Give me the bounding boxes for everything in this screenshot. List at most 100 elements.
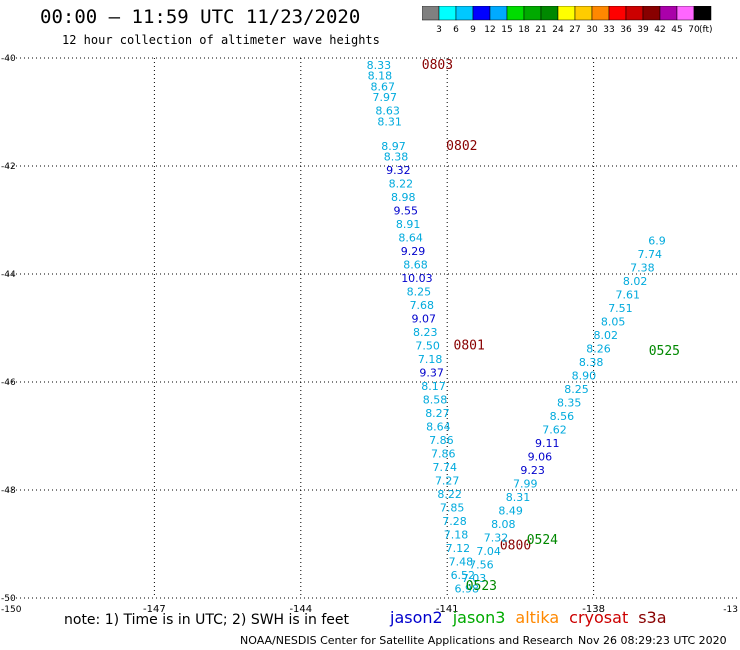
wave-height-point: 8.64 bbox=[426, 421, 451, 434]
colorbar-label: 27 bbox=[569, 25, 580, 35]
colorbar-label: 21 bbox=[535, 25, 546, 35]
wave-height-point: 8.02 bbox=[594, 329, 619, 342]
wave-height-point: 6.98 bbox=[454, 583, 479, 596]
wave-height-point: 8.49 bbox=[498, 504, 523, 517]
wave-height-point: 8.08 bbox=[491, 518, 516, 531]
wave-height-point: 8.58 bbox=[423, 394, 448, 407]
wave-height-point: 7.32 bbox=[484, 531, 509, 544]
colorbar-label: 24 bbox=[552, 25, 564, 35]
wave-height-point: 7.03 bbox=[462, 572, 487, 585]
corner-tick-label: -150 bbox=[1, 605, 22, 615]
wave-height-point: 9.06 bbox=[528, 450, 553, 463]
wave-height-point: 8.26 bbox=[586, 342, 611, 355]
wave-height-point: 8.98 bbox=[391, 191, 416, 204]
wave-height-point: 7.18 bbox=[444, 529, 469, 542]
x-tick-label: -144 bbox=[289, 604, 312, 615]
wave-height-point: 8.27 bbox=[425, 407, 450, 420]
wave-height-point: 8.25 bbox=[564, 383, 589, 396]
x-tick-label: -138 bbox=[582, 604, 605, 615]
wave-height-point: 9.55 bbox=[393, 205, 418, 218]
colorbar-unit: (ft) bbox=[699, 25, 713, 35]
wave-height-point: 7.68 bbox=[410, 299, 435, 312]
wave-height-point: 7.86 bbox=[431, 448, 456, 461]
wave-height-point: 8.31 bbox=[506, 491, 531, 504]
colorbar-label: 15 bbox=[501, 25, 512, 35]
colorbar-label: 30 bbox=[586, 25, 598, 35]
wave-height-point: 7.85 bbox=[440, 502, 465, 515]
wave-height-point: 8.35 bbox=[557, 396, 582, 409]
colorbar-label: 18 bbox=[518, 25, 530, 35]
wave-height-point: 8.90 bbox=[572, 369, 597, 382]
colorbar: 3 6 9 12 15 18 21 24 27 30 33 36 39 42 45 70 (ft) bbox=[422, 6, 713, 35]
pass-time-label: 0524 bbox=[527, 533, 558, 548]
wave-height-point: 9.11 bbox=[535, 437, 560, 450]
wave-height-point: 8.56 bbox=[550, 410, 575, 423]
wave-height-point: 7.27 bbox=[435, 475, 460, 488]
y-tick-label: -42 bbox=[1, 162, 16, 172]
legend-entry: s3a bbox=[638, 608, 667, 627]
wave-height-point: 7.97 bbox=[372, 91, 397, 104]
colorbar-label: 12 bbox=[484, 25, 495, 35]
wave-height-point: 7.51 bbox=[608, 302, 633, 315]
wave-height-point: 7.99 bbox=[513, 477, 538, 490]
wave-height-point: 8.67 bbox=[371, 80, 396, 93]
colorbar-label: 39 bbox=[637, 25, 649, 35]
corner-tick-label: -13 bbox=[723, 605, 738, 615]
colorbar-swatch bbox=[693, 6, 712, 21]
pass-time-label: 0801 bbox=[454, 339, 485, 354]
footer-note: note: 1) Time is in UTC; 2) SWH is in fe… bbox=[64, 612, 350, 628]
wave-height-point: 7.86 bbox=[429, 434, 454, 447]
wave-height-point: 8.97 bbox=[381, 140, 406, 153]
colorbar-label: 9 bbox=[470, 25, 476, 35]
satellite-legend: jason2 jason3 altika cryosat s3a bbox=[390, 608, 677, 627]
wave-height-point: 7.28 bbox=[442, 515, 467, 528]
wave-height-point: 7.61 bbox=[616, 288, 641, 301]
wave-height-point: 8.18 bbox=[368, 70, 393, 83]
footer-credit: NOAA/NESDIS Center for Satellite Applica… bbox=[240, 634, 574, 647]
colorbar-label: 42 bbox=[654, 25, 665, 35]
corner-tick-label: -50 bbox=[1, 594, 16, 604]
wave-height-point: 8.02 bbox=[623, 275, 648, 288]
wave-height-point: 7.18 bbox=[418, 353, 443, 366]
wave-height-point: 7.04 bbox=[476, 545, 501, 558]
colorbar-label: 45 bbox=[671, 25, 682, 35]
wave-height-point: 8.31 bbox=[377, 116, 402, 129]
wave-height-point: 7.12 bbox=[446, 542, 471, 555]
wave-height-point: 9.07 bbox=[412, 313, 437, 326]
wave-height-point: 7.56 bbox=[469, 558, 494, 571]
wave-height-point: 6.52 bbox=[451, 569, 476, 582]
colorbar-label: 6 bbox=[453, 25, 459, 35]
wave-height-point: 8.05 bbox=[601, 315, 626, 328]
colorbar-label: 33 bbox=[603, 25, 614, 35]
wave-height-point: 7.62 bbox=[542, 423, 567, 436]
y-tick-label: -44 bbox=[1, 270, 16, 280]
wave-height-point: 7.74 bbox=[433, 461, 458, 474]
pass-time-label: 0802 bbox=[446, 139, 477, 154]
wave-height-point: 8.22 bbox=[389, 178, 414, 191]
pass-time-label: 0525 bbox=[649, 344, 680, 359]
footer-timestamp: Nov 26 08:29:23 UTC 2020 bbox=[578, 634, 727, 647]
chart-subtitle: 12 hour collection of altimeter wave hei… bbox=[62, 33, 380, 47]
wave-height-point: 8.17 bbox=[421, 380, 446, 393]
y-tick-label: -48 bbox=[1, 486, 16, 496]
pass-time-label: 0803 bbox=[422, 58, 453, 73]
x-tick-label: -147 bbox=[143, 604, 166, 615]
wave-height-point: 9.37 bbox=[419, 367, 444, 380]
wave-height-point: 8.25 bbox=[407, 286, 432, 299]
y-tick-label: -46 bbox=[1, 378, 16, 388]
pass-time-label: 0800 bbox=[500, 538, 531, 553]
wave-height-point: 7.50 bbox=[415, 340, 440, 353]
legend-entry: jason2 bbox=[390, 608, 443, 627]
legend-entry: altika bbox=[515, 608, 560, 627]
wave-height-point: 9.23 bbox=[520, 464, 545, 477]
colorbar-label: 3 bbox=[436, 25, 442, 35]
wave-height-point: 8.23 bbox=[413, 326, 438, 339]
pass-time-label: 0523 bbox=[466, 579, 497, 594]
legend-entry: cryosat bbox=[569, 608, 629, 627]
wave-height-point: 7.74 bbox=[637, 248, 662, 261]
wave-height-point: 8.68 bbox=[403, 259, 428, 272]
colorbar-label: 36 bbox=[620, 25, 632, 35]
wave-height-point: 7.48 bbox=[449, 556, 474, 569]
colorbar-label: 70 bbox=[688, 25, 700, 35]
